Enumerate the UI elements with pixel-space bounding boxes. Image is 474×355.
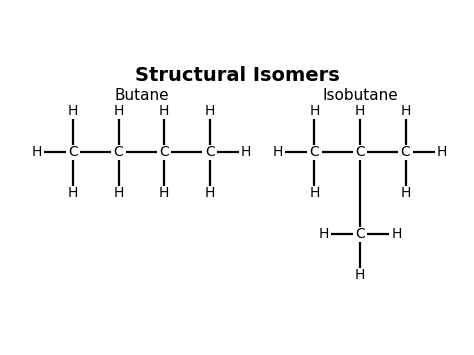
Text: Isobutane: Isobutane [322,88,398,103]
Text: C: C [355,146,365,159]
Text: H: H [159,186,169,201]
Text: H: H [159,104,169,119]
Text: H: H [204,186,215,201]
Text: H: H [113,104,124,119]
Text: H: H [401,186,410,201]
Text: H: H [113,186,124,201]
Text: Structural Isomers: Structural Isomers [135,66,339,84]
Text: C: C [159,146,169,159]
Text: H: H [68,186,78,201]
Text: C: C [68,146,78,159]
Text: C: C [355,228,365,241]
Text: H: H [68,104,78,119]
Text: H: H [204,104,215,119]
Text: C: C [310,146,319,159]
Text: C: C [114,146,123,159]
Text: H: H [273,146,283,159]
Text: H: H [309,104,319,119]
Text: C: C [205,146,215,159]
Text: H: H [241,146,251,159]
Text: H: H [319,228,328,241]
Text: Butane: Butane [114,88,169,103]
Text: H: H [355,104,365,119]
Text: C: C [401,146,410,159]
Text: H: H [309,186,319,201]
Text: H: H [401,104,410,119]
Text: H: H [31,146,42,159]
Text: H: H [391,228,401,241]
Text: H: H [355,268,365,283]
Text: H: H [437,146,447,159]
